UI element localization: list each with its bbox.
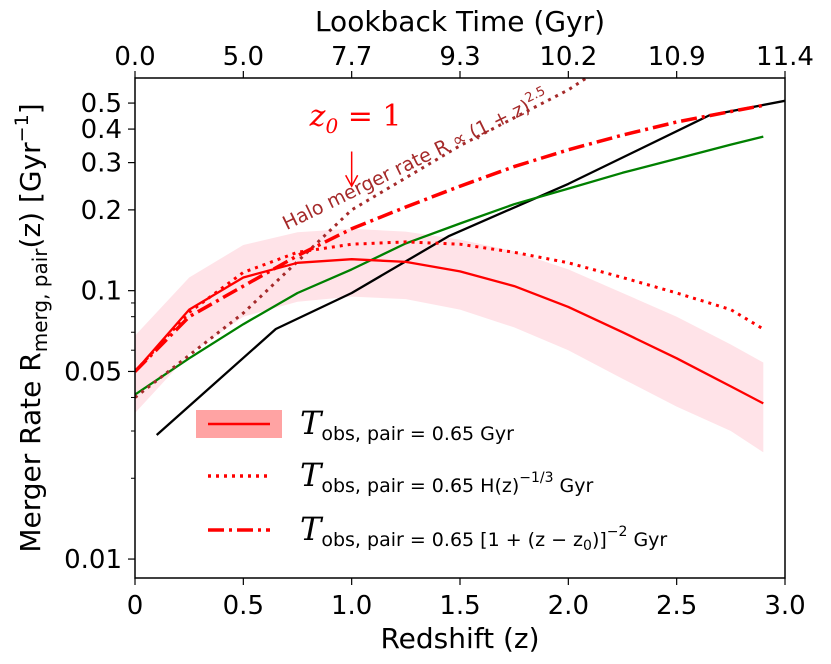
legend-tail: Gyr bbox=[627, 529, 667, 551]
legend-exp: −2 bbox=[607, 524, 628, 540]
series-line-5 bbox=[135, 103, 764, 373]
top-tick-label: 0.0 bbox=[114, 42, 155, 72]
legend-tail: Gyr bbox=[554, 475, 594, 497]
top-axis-title: Lookback Time (Gyr) bbox=[315, 5, 605, 38]
y-tick-label: 0.5 bbox=[81, 89, 122, 119]
legend-rest: = 0.65 Gyr bbox=[404, 423, 514, 445]
y-tick-label: 0.1 bbox=[81, 277, 122, 307]
y-tick-label: 0.05 bbox=[64, 357, 122, 387]
legend-label-2: Tobs, pair = 0.65 [1 + (z − z0)]−2 Gyr bbox=[300, 510, 667, 554]
z0-label-sub: 0 bbox=[325, 114, 338, 138]
x-axis-title: Redshift (z) bbox=[380, 622, 539, 655]
x-tick-label: 1.5 bbox=[439, 591, 480, 621]
top-tick-label: 10.2 bbox=[539, 42, 597, 72]
y-title-main: Merger Rate R bbox=[14, 352, 47, 552]
legend-sub2: 0 bbox=[583, 538, 592, 554]
series-line-3 bbox=[135, 258, 764, 405]
top-tick-label: 9.3 bbox=[439, 42, 480, 72]
y-title-sub: merg, pair bbox=[28, 248, 52, 353]
x-tick-label: 0 bbox=[127, 591, 144, 621]
legend-label-0: Tobs, pair = 0.65 Gyr bbox=[300, 404, 514, 445]
y-tick-label: 0.3 bbox=[81, 149, 122, 179]
series-line-1 bbox=[135, 135, 764, 396]
z0-label-main: z bbox=[309, 99, 326, 134]
y-tick-label: 0.4 bbox=[81, 115, 122, 145]
top-tick-label: 5.0 bbox=[223, 42, 264, 72]
x-tick-label: 3.0 bbox=[764, 591, 805, 621]
legend-label-1: Tobs, pair = 0.65 H(z)−1/3 Gyr bbox=[300, 456, 594, 497]
series-layer bbox=[135, 78, 785, 436]
legend-sym: T bbox=[300, 510, 324, 548]
top-tick-label: 10.9 bbox=[648, 42, 706, 72]
x-tick-label: 1.0 bbox=[331, 591, 372, 621]
y-tick-label: 0.01 bbox=[64, 545, 122, 575]
series-line-0 bbox=[155, 99, 785, 436]
legend-sub: obs, pair bbox=[321, 475, 404, 497]
legend-rest: = 0.65 H(z) bbox=[404, 475, 519, 497]
y-title-arg: (z) [Gyr bbox=[14, 142, 47, 249]
legend-sub: obs, pair bbox=[321, 423, 404, 445]
uncertainty-band bbox=[135, 228, 764, 453]
series-line-2 bbox=[135, 78, 590, 399]
z0-label: z0 = 1 bbox=[309, 99, 402, 138]
axes-layer: 0 0.5 1.0 1.5 2.0 2.5 3.0 0.0 5.0 7.7 9.3 10.2 10.9 1… bbox=[11, 5, 814, 655]
legend-sym: T bbox=[300, 456, 324, 494]
legend-exp: −1/3 bbox=[519, 470, 553, 486]
legend-sym: T bbox=[300, 404, 324, 442]
y-title-close: ] bbox=[14, 103, 47, 114]
legend-rest: = 0.65 [1 + (z − z bbox=[404, 529, 583, 551]
x-tick-label: 2.0 bbox=[548, 591, 589, 621]
y-tick-label: 0.2 bbox=[81, 196, 122, 226]
top-tick-label: 11.4 bbox=[756, 42, 814, 72]
y-axis-title: Merger Rate Rmerg, pair(z) [Gyr−1] bbox=[11, 103, 52, 552]
y-title-exp: −1 bbox=[11, 114, 33, 142]
z0-arrow-head bbox=[345, 174, 359, 188]
x-tick-label: 0.5 bbox=[223, 591, 264, 621]
top-tick-label: 7.7 bbox=[331, 42, 372, 72]
z0-label-rest: = 1 bbox=[338, 99, 401, 134]
series-line-4 bbox=[135, 240, 765, 373]
uncertainty-band-layer bbox=[135, 228, 764, 453]
legend-sub: obs, pair bbox=[321, 529, 404, 551]
x-tick-label: 2.5 bbox=[656, 591, 697, 621]
legend-rest2: )] bbox=[592, 529, 607, 551]
